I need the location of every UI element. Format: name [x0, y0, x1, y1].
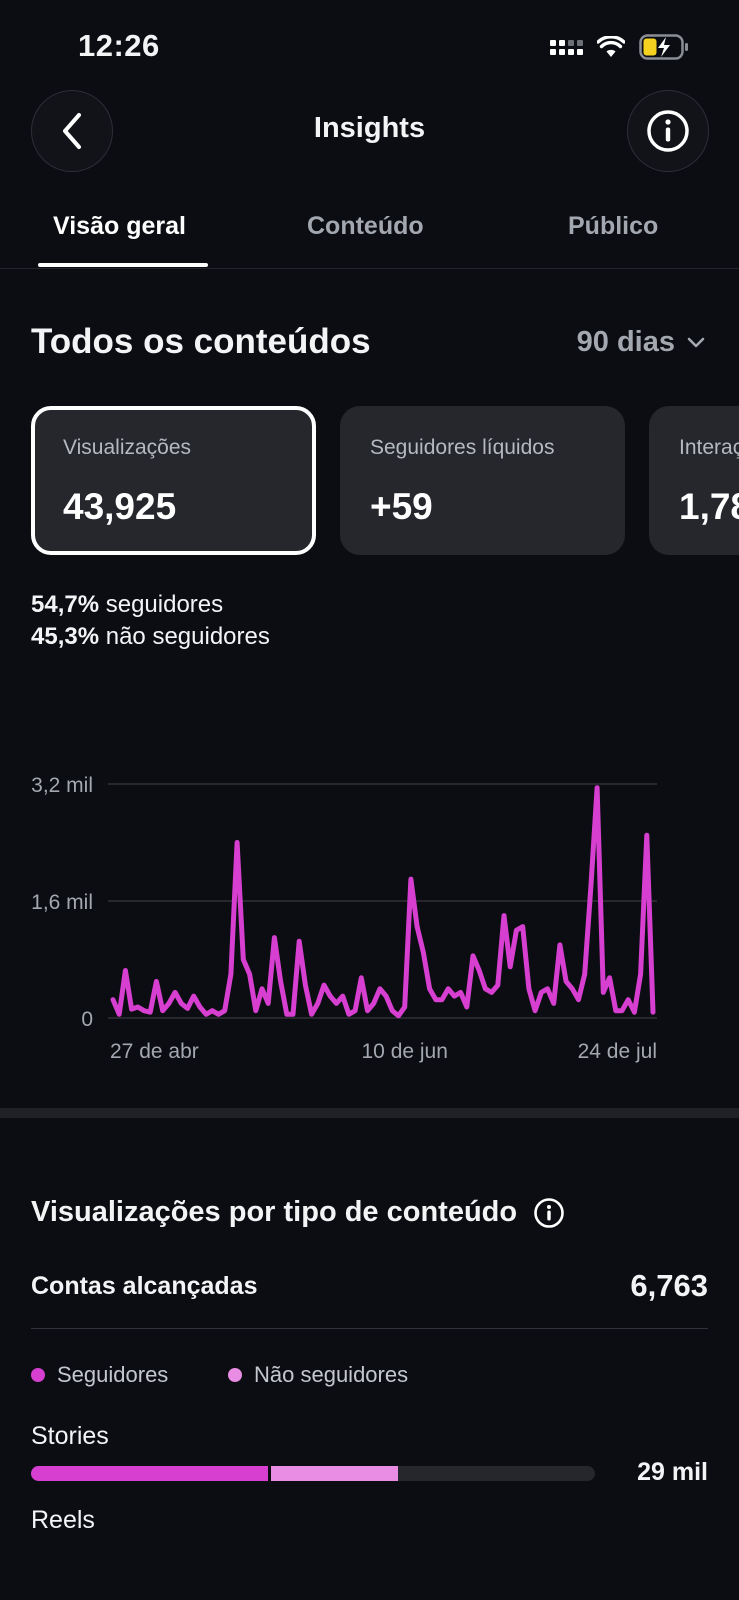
active-tab-indicator	[38, 263, 208, 267]
stories-bar-nonfollowers	[267, 1466, 398, 1481]
date-range-selector[interactable]: 90 dias	[577, 326, 705, 359]
info-icon	[647, 110, 689, 152]
x-tick-label: 27 de abr	[110, 1040, 199, 1063]
status-icons	[550, 34, 689, 60]
tab-publico[interactable]: Público	[568, 212, 659, 240]
stories-bar-followers	[31, 1466, 268, 1481]
legend-dot	[31, 1368, 45, 1382]
metric-value: 43,925	[63, 486, 177, 527]
legend-label: Seguidores	[57, 1362, 169, 1387]
metric-label: Interações	[679, 436, 739, 459]
metric-card-views[interactable]: Visualizações 43,925	[31, 406, 316, 555]
back-button[interactable]	[31, 90, 113, 172]
followers-share: 54,7% seguidores	[31, 591, 224, 618]
info-button[interactable]	[627, 90, 709, 172]
stories-value: 29 mil	[637, 1458, 708, 1486]
views-by-type-header: Visualizações por tipo de conteúdo	[31, 1196, 565, 1229]
views-breakdown: 54,7% seguidores 45,3% não seguidores	[31, 589, 270, 653]
tab-visao-geral[interactable]: Visão geral	[53, 212, 186, 240]
views-line-chart: 0 1,6 mil 3,2 mil 27 de abr 10 de jun 24 de j…	[31, 774, 657, 1063]
reach-divider	[31, 1328, 708, 1329]
metric-value: +59	[370, 486, 433, 527]
chevron-left-icon	[63, 113, 81, 149]
nonfollowers-share: 45,3% não seguidores	[31, 623, 270, 650]
x-tick-label: 24 de jul	[578, 1040, 657, 1063]
reach-label: Contas alcançadas	[31, 1272, 258, 1300]
reach-value: 6,763	[630, 1268, 708, 1303]
tabs-divider	[0, 268, 739, 269]
stories-bar	[31, 1466, 595, 1481]
cellular-icon	[550, 39, 583, 55]
content-type-reels-label: Reels	[31, 1506, 95, 1534]
legend-item-followers: Seguidores	[31, 1362, 168, 1388]
wifi-icon	[597, 36, 625, 57]
tab-conteudo[interactable]: Conteúdo	[307, 212, 424, 240]
chevron-down-icon	[687, 337, 705, 347]
section-divider	[0, 1108, 739, 1118]
y-tick-label: 0	[81, 1008, 93, 1031]
content-type-stories-label: Stories	[31, 1422, 109, 1450]
date-range-label: 90 dias	[576, 326, 675, 358]
views-series-line	[110, 785, 656, 1019]
section-title: Todos os conteúdos	[31, 322, 371, 361]
metric-value: 1,78	[679, 486, 739, 527]
y-tick-label: 1,6 mil	[31, 891, 93, 914]
info-icon[interactable]	[533, 1197, 565, 1229]
y-tick-label: 3,2 mil	[31, 774, 93, 797]
views-by-type-title: Visualizações por tipo de conteúdo	[31, 1196, 518, 1228]
status-time: 12:26	[78, 28, 160, 63]
legend-item-nonfollowers: Não seguidores	[228, 1362, 408, 1388]
legend-label: Não seguidores	[254, 1362, 409, 1387]
metric-card-net-followers[interactable]: Seguidores líquidos +59	[340, 406, 625, 555]
battery-charging-icon	[639, 34, 688, 60]
metric-label: Visualizações	[63, 436, 192, 459]
metric-label: Seguidores líquidos	[370, 436, 555, 459]
page-title: Insights	[313, 112, 426, 144]
metric-card-interactions[interactable]: Interações 1,78	[649, 406, 739, 555]
x-tick-label: 10 de jun	[362, 1040, 448, 1063]
legend-dot	[228, 1368, 242, 1382]
